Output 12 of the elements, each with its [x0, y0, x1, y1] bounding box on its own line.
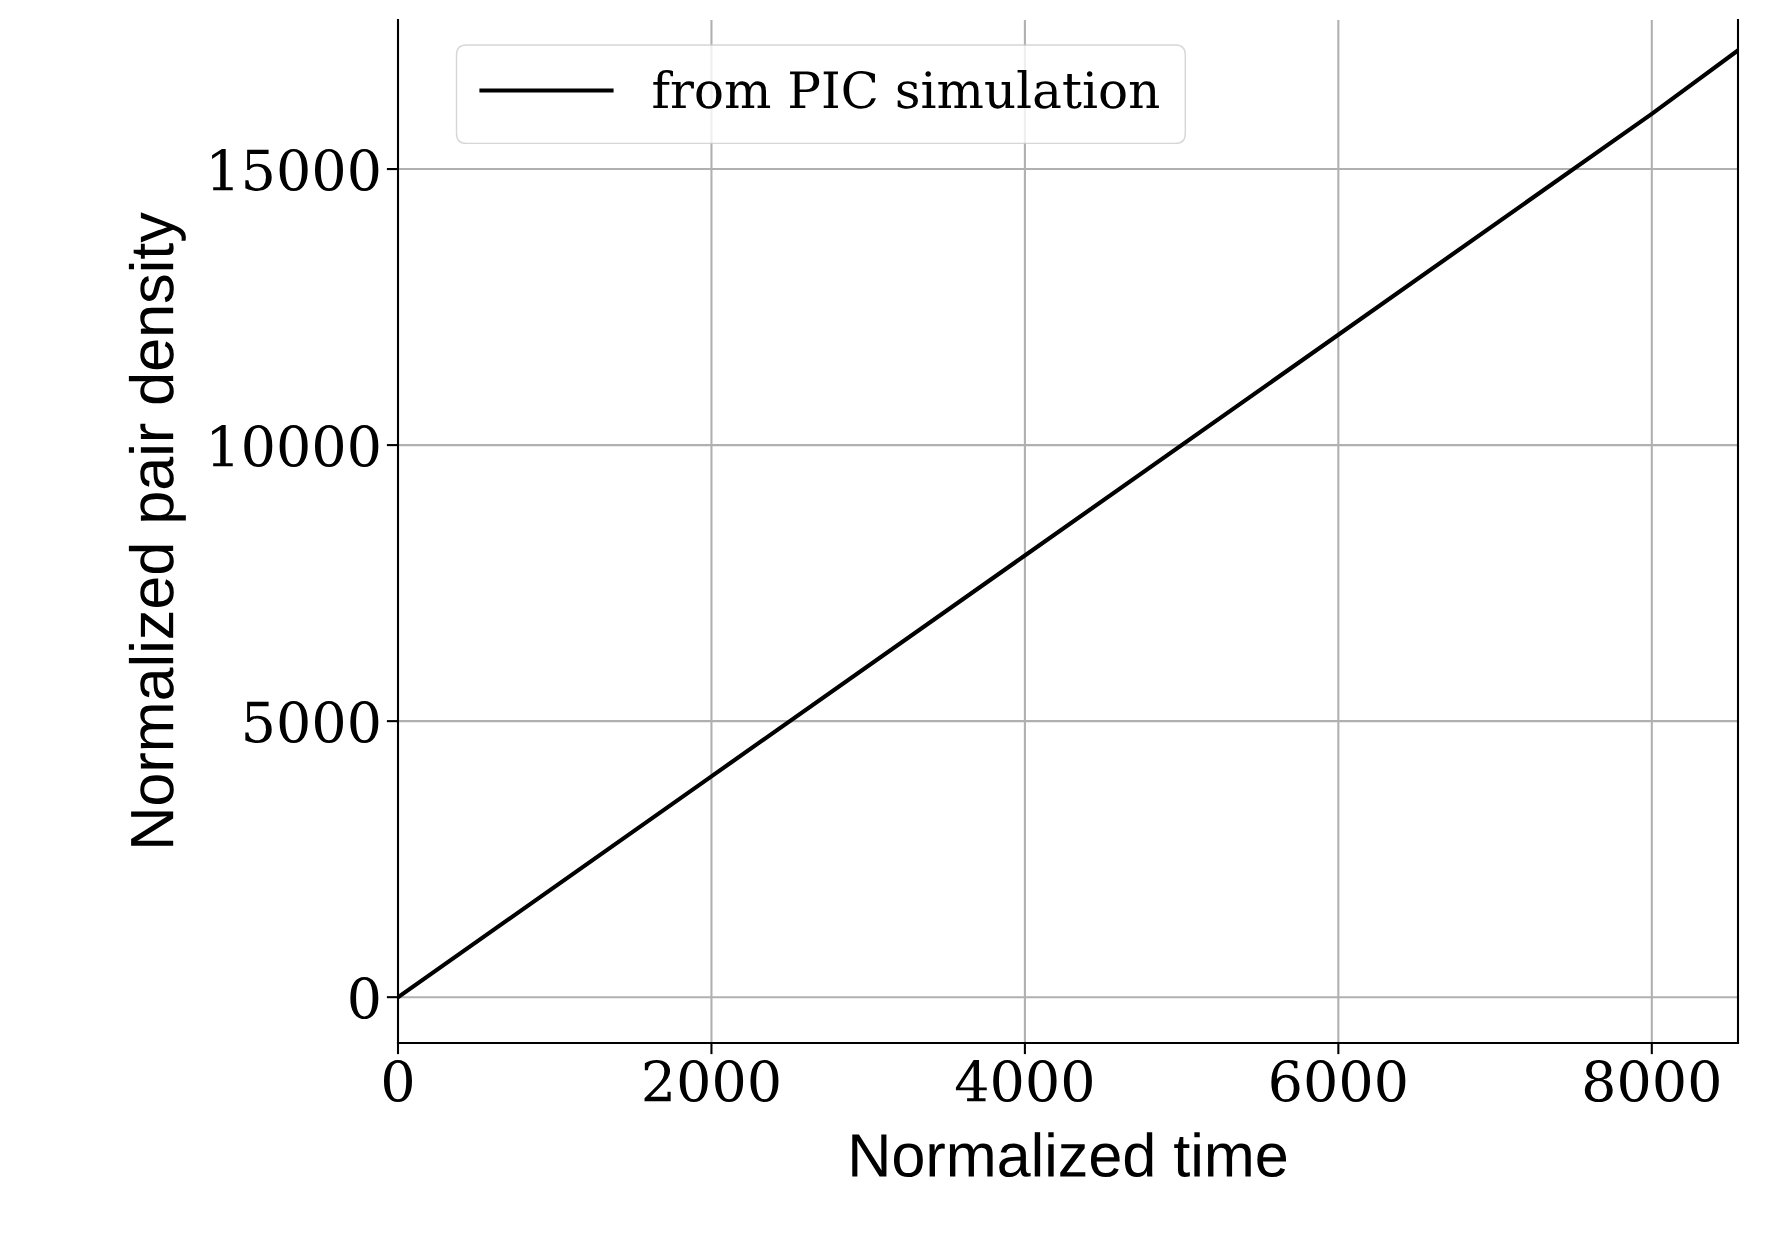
y-axis-title: Normalized pair density	[128, 212, 186, 846]
x-axis-title: Normalized time	[852, 1132, 1287, 1178]
x-tick-label: 0	[383, 1059, 412, 1102]
y-tick-label: 0	[350, 977, 379, 1020]
legend-label: from PIC simulation	[653, 70, 1159, 109]
x-tick-label: 2000	[644, 1059, 779, 1102]
x-tick-label: 6000	[1271, 1059, 1406, 1102]
x-tick-label: 8000	[1584, 1059, 1719, 1102]
y-tick-label: 15000	[212, 148, 379, 191]
y-tick-label: 5000	[245, 701, 379, 744]
y-tick-label: 10000	[212, 424, 379, 467]
x-tick-label: 4000	[955, 1059, 1092, 1102]
